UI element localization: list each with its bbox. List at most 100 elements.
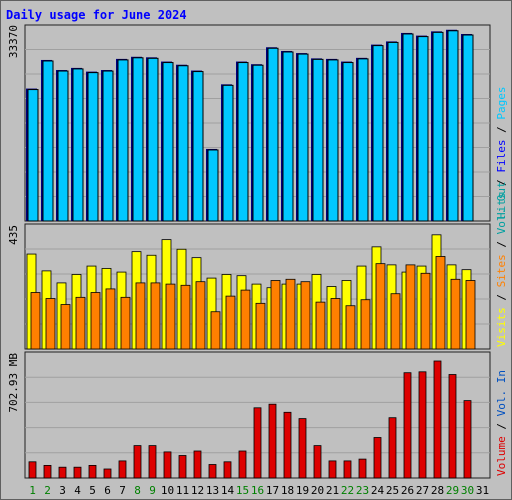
sites-bar bbox=[270, 280, 281, 350]
volume-bar bbox=[403, 372, 412, 479]
hits-bar bbox=[432, 31, 444, 222]
visits-ymax-label: 435 bbox=[7, 225, 20, 245]
hits-bar bbox=[42, 60, 54, 222]
volume-bar bbox=[163, 451, 172, 479]
hits-bar bbox=[177, 65, 189, 222]
volume-ymax-label: 702.93 MB bbox=[7, 353, 20, 413]
hits-bar bbox=[87, 72, 99, 222]
volume-bar bbox=[178, 455, 187, 479]
volume-bar bbox=[148, 445, 157, 479]
legend-entry-pages: Pages bbox=[495, 87, 508, 120]
volume-bar bbox=[283, 411, 292, 479]
hits-bar bbox=[27, 89, 39, 222]
sites-bar bbox=[30, 292, 41, 350]
volume-bar bbox=[448, 374, 457, 479]
hits-bar bbox=[237, 62, 249, 222]
volume-bar bbox=[328, 460, 337, 479]
hits-bar bbox=[102, 70, 114, 222]
volume-bar bbox=[103, 468, 112, 479]
x-axis-day-label: 25 bbox=[386, 484, 399, 497]
volume-legend: Volume / Vol. In bbox=[495, 370, 508, 476]
sites-bar bbox=[90, 292, 101, 350]
sites-bar bbox=[375, 263, 386, 350]
volume-bar bbox=[268, 403, 277, 479]
sites-bar bbox=[240, 289, 251, 350]
x-axis-day-label: 3 bbox=[59, 484, 66, 497]
x-axis-day-label: 28 bbox=[431, 484, 444, 497]
sites-bar bbox=[60, 304, 71, 350]
x-axis-day-label: 11 bbox=[176, 484, 189, 497]
x-axis-day-label: 9 bbox=[149, 484, 156, 497]
x-axis-day-label: 24 bbox=[371, 484, 385, 497]
legend-separator: / bbox=[495, 287, 508, 307]
x-axis-day-label: 14 bbox=[221, 484, 235, 497]
volume-bar bbox=[208, 464, 217, 479]
sites-bar bbox=[120, 296, 131, 350]
x-axis-day-label: 30 bbox=[461, 484, 474, 497]
legend-separator: / bbox=[495, 416, 508, 436]
x-axis-day-label: 22 bbox=[341, 484, 354, 497]
hits-legend: Hits / Files / Pages bbox=[495, 87, 508, 220]
hits-bar bbox=[357, 58, 369, 222]
hits-bar bbox=[207, 149, 219, 222]
sites-bar bbox=[420, 272, 431, 350]
legend-entry-visits: Visits bbox=[495, 307, 508, 347]
x-axis-day-label: 5 bbox=[89, 484, 96, 497]
volume-bar bbox=[388, 417, 397, 479]
volume-bar bbox=[358, 458, 367, 479]
volume-bar bbox=[238, 450, 247, 479]
sites-bar bbox=[75, 296, 86, 350]
volume-bar bbox=[133, 445, 142, 479]
sites-bar bbox=[195, 281, 206, 350]
volume-bar bbox=[373, 437, 382, 479]
volume-bar bbox=[433, 360, 442, 479]
volume-bar bbox=[418, 371, 427, 479]
x-axis-day-label: 27 bbox=[416, 484, 429, 497]
x-axis-day-label: 17 bbox=[266, 484, 279, 497]
sites-bar bbox=[210, 311, 221, 350]
sites-bar bbox=[360, 299, 371, 350]
hits-bar bbox=[387, 41, 399, 222]
x-axis-day-label: 20 bbox=[311, 484, 324, 497]
legend-entry-vol-out: Vol. Out bbox=[495, 181, 508, 234]
hits-bar bbox=[132, 57, 144, 222]
volume-bar bbox=[118, 460, 127, 479]
volume-bar bbox=[253, 407, 262, 479]
x-axis-day-label: 29 bbox=[446, 484, 459, 497]
hits-bar bbox=[192, 71, 204, 222]
sites-bar bbox=[405, 264, 416, 350]
hits-bar bbox=[162, 62, 174, 222]
sites-bar bbox=[315, 301, 326, 350]
volume-bar bbox=[463, 400, 472, 479]
legend-entry-volume: Volume bbox=[495, 436, 508, 476]
sites-bar bbox=[255, 302, 266, 350]
volume-bar bbox=[43, 464, 52, 479]
x-axis-day-label: 1 bbox=[29, 484, 36, 497]
x-axis-day-label: 19 bbox=[296, 484, 309, 497]
sites-bar bbox=[390, 293, 401, 350]
sites-bar bbox=[45, 298, 56, 350]
hits-bar bbox=[222, 84, 234, 222]
hits-bar bbox=[297, 53, 309, 222]
hits-bar bbox=[282, 51, 294, 222]
volume-bar bbox=[343, 460, 352, 479]
x-axis-day-label: 16 bbox=[251, 484, 264, 497]
legend-entry-vol-in: Vol. In bbox=[495, 370, 508, 416]
chart-title: Daily usage for June 2024 bbox=[6, 8, 187, 22]
x-axis-day-label: 6 bbox=[104, 484, 111, 497]
x-axis-day-label: 31 bbox=[476, 484, 489, 497]
sites-bar bbox=[300, 281, 311, 350]
x-axis-day-label: 23 bbox=[356, 484, 369, 497]
x-axis-day-label: 15 bbox=[236, 484, 249, 497]
legend-separator: / bbox=[495, 234, 508, 254]
legend-separator: / bbox=[495, 173, 508, 193]
volume-bar bbox=[313, 445, 322, 479]
sites-bar bbox=[450, 278, 461, 350]
x-axis-day-label: 8 bbox=[134, 484, 141, 497]
hits-bar bbox=[117, 59, 129, 222]
x-axis-day-label: 18 bbox=[281, 484, 294, 497]
sites-bar bbox=[135, 282, 146, 350]
legend-separator: / bbox=[495, 120, 508, 140]
volume-bar bbox=[88, 464, 97, 479]
